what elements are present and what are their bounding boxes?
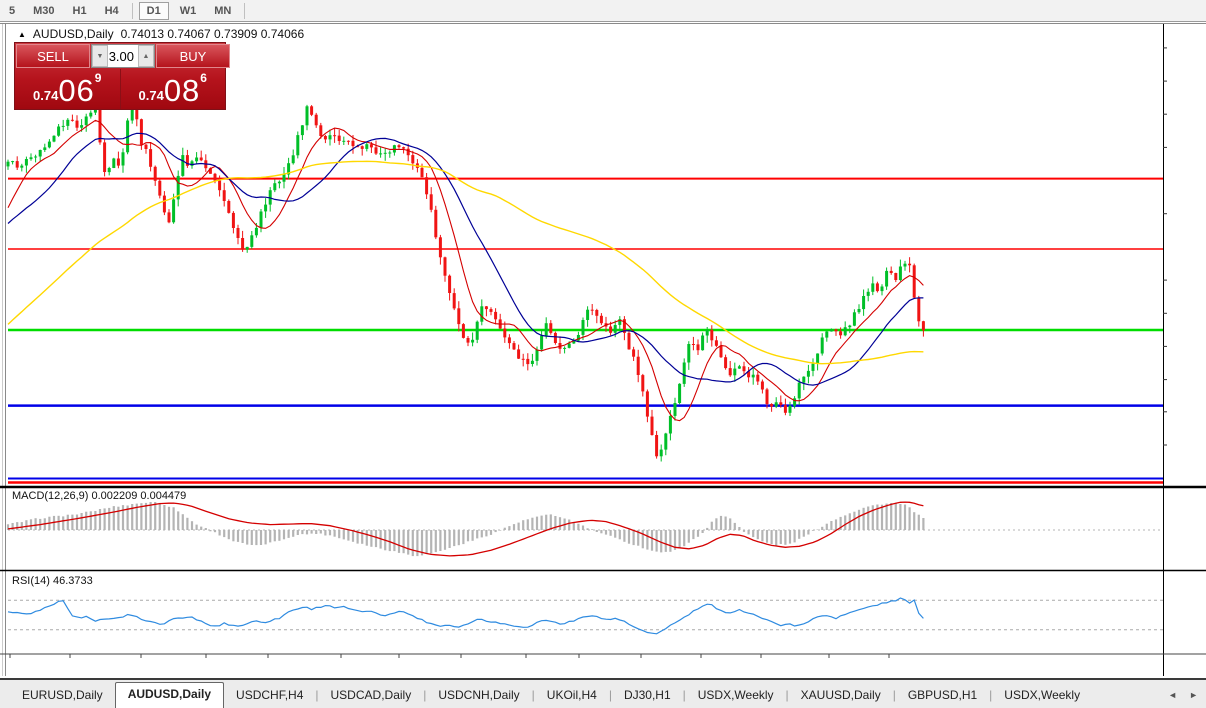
timeframe-toolbar: 5 M30 H1 H4 D1 W1 MN [0,0,1206,22]
ma-slow [7,160,924,365]
chart-frame [0,23,1206,676]
tab-separator: | [785,688,789,702]
tabs-scroll-right-icon[interactable]: ► [1189,690,1198,700]
macd-indicator-label: MACD(12,26,9) 0.002209 0.004479 [12,490,187,502]
sell-button[interactable]: SELL [16,44,90,68]
horizontal-lines [8,177,1163,484]
timeframe-button-d1[interactable]: D1 [138,1,169,20]
chart-tab-usdx-weekly[interactable]: USDX,Weekly [1004,688,1081,702]
bid-prefix: 0.74 [33,88,59,103]
chart-tab-usdx-weekly[interactable]: USDX,Weekly [697,688,774,702]
timeframe-button-m30[interactable]: M30 [33,4,55,17]
bid-pip-digit: 9 [94,71,102,85]
chart-tab-usdchf-h4[interactable]: USDCHF,H4 [236,688,304,702]
rsi-line [7,597,924,635]
chart-tab-gbpusd-h1[interactable]: GBPUSD,H1 [907,688,978,702]
timeframe-button-h4[interactable]: H4 [104,4,119,17]
tab-separator: | [315,688,319,702]
tab-separator: | [682,688,686,702]
volume-up-button[interactable]: ▲ [138,45,154,67]
volume-down-button[interactable]: ▼ [92,45,108,67]
timeframe-button-mn[interactable]: MN [214,4,232,17]
rsi-pane [7,597,1163,635]
chart-tab-usdcad-daily[interactable]: USDCAD,Daily [330,688,412,702]
chart-tab-audusd-daily[interactable]: AUDUSD,Daily [114,682,225,708]
volume-spinner: ▼ ▲ [91,44,155,68]
chart-tab-ukoil-h4[interactable]: UKOil,H4 [546,688,597,702]
collapse-arrow-icon[interactable]: ▲ [18,29,26,39]
date-axis-ticks [9,654,890,658]
tab-separator: | [531,688,535,702]
ask-prefix: 0.74 [138,88,164,103]
chart-tab-xauusd-daily[interactable]: XAUUSD,Daily [800,688,881,702]
candles-layer [6,99,925,462]
timeframe-button-5[interactable]: 5 [9,4,16,17]
macd-pane [6,501,1163,557]
chart-tab-usdcnh-daily[interactable]: USDCNH,Daily [438,688,520,702]
macd-signal-line [7,501,924,557]
tabs-scroll-left-icon[interactable]: ◄ [1168,690,1178,700]
buy-button[interactable]: BUY [156,44,230,68]
bid-price[interactable]: 0.74 06 9 [15,69,121,109]
timeframe-button-w1[interactable]: W1 [179,4,197,17]
ask-price[interactable]: 0.74 08 6 [121,69,226,109]
rsi-indicator-label: RSI(14) 46.3733 [12,575,93,587]
chart-tabbar: EURUSD,Daily AUDUSD,Daily USDCHF,H4 | USDCAD… [0,678,1206,708]
timeframe-button-h1[interactable]: H1 [72,4,87,17]
chart-tab-dj30-h1[interactable]: DJ30,H1 [623,688,671,702]
ask-big-digits: 08 [163,73,201,108]
tab-separator: | [608,688,612,702]
tab-separator: | [989,688,993,702]
ma-mid [7,132,924,386]
ma-fast [7,119,924,422]
chart-symbol-title: AUDUSD,Daily [32,27,114,41]
chart-tab-eurusd-daily[interactable]: EURUSD,Daily [22,688,103,702]
bid-big-digits: 06 [58,73,95,108]
volume-input[interactable] [108,45,138,67]
ask-pip-digit: 6 [200,71,207,85]
tab-separator: | [423,688,427,702]
tab-separator: | [892,688,896,702]
chart-title-row: ▲ AUDUSD,Daily 0.74013 0.74067 0.73909 0… [18,27,304,41]
moving-averages [7,119,924,422]
chart-ohlc-values: 0.74013 0.74067 0.73909 0.74066 [120,27,305,41]
one-click-trade-panel: SELL ▼ ▲ BUY 0.74 06 9 0.74 08 6 [14,42,230,110]
price-axis-ticks [1163,47,1167,446]
